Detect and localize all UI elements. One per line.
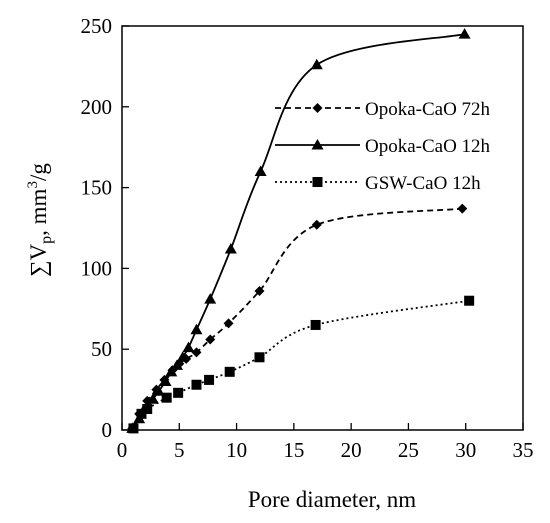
series-0 [127, 203, 468, 434]
data-point [159, 375, 172, 387]
data-point [128, 423, 139, 434]
data-point [254, 352, 265, 363]
data-point [165, 365, 178, 377]
y-axis-title-sigma: ∑V [26, 243, 51, 276]
x-tick-label: 10 [226, 438, 247, 462]
legend-entry: Opoka-CaO 12h [275, 136, 491, 157]
x-tick-label: 25 [398, 438, 419, 462]
legend-entry: Opoka-CaO 72h [275, 99, 491, 120]
x-tick-label: 15 [283, 438, 304, 462]
y-axis-title-sub: p [38, 236, 55, 244]
axes: 0 5 10 15 20 25 30 35 0 50 100 150 200 250 [81, 14, 534, 462]
legend-label: Opoka-CaO 12h [365, 136, 491, 157]
x-tick-label: 35 [513, 438, 534, 462]
series-line [132, 299, 470, 429]
y-tick-label: 200 [81, 95, 113, 119]
legend-label: Opoka-CaO 72h [365, 99, 491, 120]
y-tick-label: 50 [91, 337, 112, 361]
data-point [173, 387, 184, 398]
data-point [310, 319, 321, 330]
legend-label: GSW-CaO 12h [365, 173, 481, 194]
y-tick-label: 0 [102, 418, 113, 442]
data-point [458, 28, 471, 39]
data-point [204, 374, 215, 385]
y-tick-label: 100 [81, 256, 113, 280]
data-point [176, 351, 189, 362]
data-point [254, 286, 265, 297]
y-axis-title-sup: 3 [25, 181, 41, 189]
x-tick-label: 20 [341, 438, 362, 462]
y-axis-title-unit-pre: , mm [26, 188, 51, 235]
series-2 [128, 295, 475, 434]
x-tick-label: 30 [455, 438, 476, 462]
legend-entry: GSW-CaO 12h [275, 173, 481, 194]
legend-marker [312, 177, 323, 187]
data-point [254, 165, 267, 176]
data-point [191, 379, 202, 390]
x-tick-label: 0 [117, 438, 128, 462]
data-point [182, 341, 195, 353]
plot-frame [121, 25, 524, 431]
data-point [190, 323, 203, 335]
y-axis-title-unit-post: /g [26, 163, 51, 181]
series-1 [126, 28, 471, 433]
data-point [205, 334, 216, 345]
data-point [311, 219, 322, 230]
legend: Opoka-CaO 72h Opoka-CaO 12h GSW-CaO 12h [275, 99, 491, 194]
y-tick-label: 150 [81, 176, 113, 200]
y-tick-label: 250 [81, 14, 113, 38]
data-point [170, 359, 183, 370]
data-point [464, 295, 475, 306]
data-point [161, 392, 172, 403]
y-axis-title: ∑Vp, mm3/g [25, 163, 55, 277]
data-point [224, 243, 237, 254]
series-layer [126, 28, 475, 434]
x-axis-title: Pore diameter, nm [248, 487, 416, 512]
data-point [146, 393, 159, 404]
data-point [204, 293, 217, 304]
data-point [310, 58, 323, 70]
data-point [142, 403, 153, 414]
data-point [136, 408, 147, 419]
legend-marker [312, 103, 323, 113]
data-point [224, 366, 235, 377]
data-point [152, 385, 165, 396]
legend-marker [311, 139, 324, 150]
data-point [223, 318, 234, 329]
data-point [191, 347, 202, 358]
x-tick-label: 5 [174, 438, 185, 462]
data-point [457, 203, 468, 214]
